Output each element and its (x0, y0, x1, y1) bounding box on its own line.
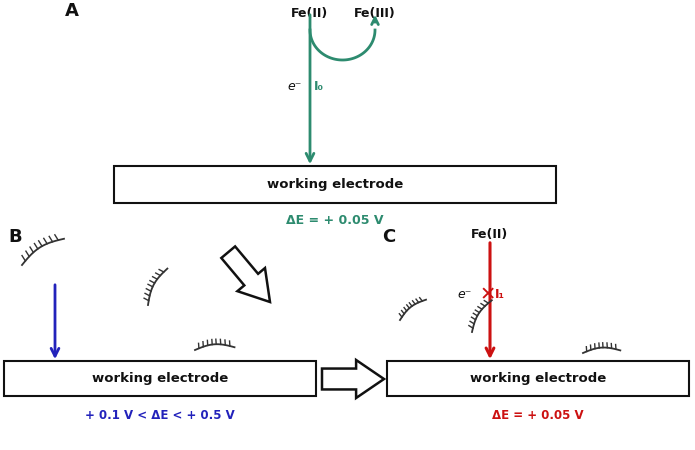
Text: Fe(II): Fe(II) (291, 7, 329, 20)
Text: Fe(II): Fe(II) (471, 228, 509, 241)
Polygon shape (221, 247, 270, 302)
FancyBboxPatch shape (114, 166, 556, 203)
Text: working electrode: working electrode (470, 372, 606, 385)
Text: I₀: I₀ (314, 81, 324, 94)
Text: ΔE = + 0.05 V: ΔE = + 0.05 V (286, 214, 384, 227)
Text: e⁻: e⁻ (457, 288, 472, 302)
Text: e⁻: e⁻ (288, 81, 302, 94)
Text: A: A (65, 2, 79, 20)
Text: C: C (382, 228, 395, 246)
Text: + 0.1 V < ΔE < + 0.5 V: + 0.1 V < ΔE < + 0.5 V (85, 409, 235, 422)
Polygon shape (322, 360, 384, 398)
Text: B: B (8, 228, 22, 246)
Text: working electrode: working electrode (267, 178, 403, 191)
Text: ΔE = + 0.05 V: ΔE = + 0.05 V (492, 409, 584, 422)
FancyBboxPatch shape (387, 361, 689, 396)
Text: I₁: I₁ (495, 288, 505, 302)
Text: working electrode: working electrode (92, 372, 228, 385)
Text: ✕: ✕ (480, 285, 496, 305)
FancyBboxPatch shape (4, 361, 316, 396)
Text: Fe(III): Fe(III) (354, 7, 396, 20)
